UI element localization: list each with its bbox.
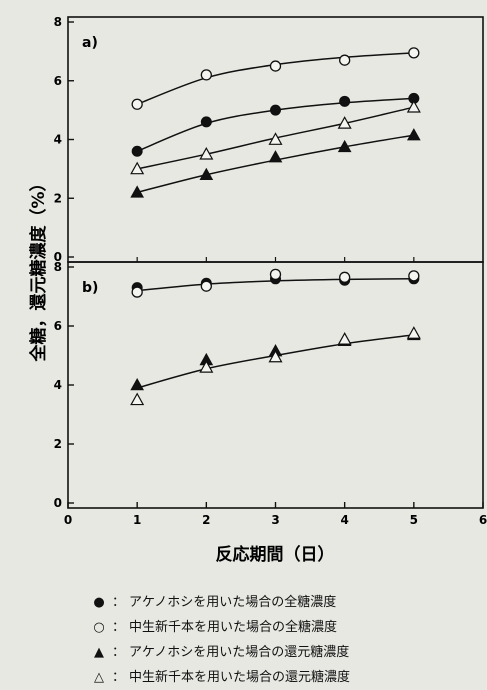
y-tick-label-4: 8 bbox=[54, 260, 62, 274]
x-axis-label: 反応期間（日） bbox=[216, 544, 335, 565]
marker-open-circle-1-4 bbox=[408, 270, 420, 282]
legend: ●：アケノホシを用いた場合の全糖濃度 ○：中生新千本を用いた場合の全糖濃度 ▲：アケ… bbox=[90, 590, 480, 690]
panel-a: 0 2 4 6 8 a) bbox=[54, 15, 484, 264]
marker-open-triangle-3-0 bbox=[130, 392, 145, 406]
legend-label: アケノホシを用いた場合の全糖濃度 bbox=[129, 595, 337, 610]
y-tick-label-3: 6 bbox=[54, 319, 62, 333]
legend-item: ▲ ：アケノホシを用いた場合の還元糖濃度 bbox=[90, 640, 480, 665]
y-tick-label-2: 4 bbox=[54, 378, 62, 392]
marker-open-triangle-3-4 bbox=[406, 99, 421, 113]
marker-filled-circle-0-3 bbox=[339, 95, 351, 107]
y-tick-label-0: 0 bbox=[54, 496, 62, 510]
legend-colon: ： bbox=[112, 645, 126, 660]
marker-filled-triangle-2-4 bbox=[406, 128, 421, 141]
legend-label: アケノホシを用いた場合の還元糖濃度 bbox=[129, 645, 350, 660]
marker-filled-circle-0-0 bbox=[131, 145, 143, 157]
marker-open-circle-1-0 bbox=[131, 98, 143, 110]
legend-colon: ： bbox=[112, 595, 126, 610]
x-tick-label-1: 1 bbox=[133, 513, 141, 527]
marker-filled-triangle-2-0 bbox=[130, 185, 145, 198]
y-tick-label-4: 8 bbox=[54, 15, 62, 29]
marker-open-triangle-3-2 bbox=[268, 132, 283, 145]
legend-symbol: ○ bbox=[93, 620, 105, 635]
legend-item: △ ：中生新千本を用いた場合の還元糖濃度 bbox=[90, 665, 480, 690]
marker-open-circle-1-2 bbox=[269, 60, 282, 72]
marker-filled-circle-0-2 bbox=[270, 104, 281, 116]
x-tick-label-3: 3 bbox=[271, 513, 279, 527]
panel-b: 0 2 4 6 8 0 1 2 3 4 5 6 b) bbox=[54, 260, 487, 527]
marker-open-circle-1-0 bbox=[131, 286, 143, 298]
marker-open-circle-1-2 bbox=[269, 268, 282, 281]
legend-label: 中生新千本を用いた場合の還元糖濃度 bbox=[129, 670, 351, 685]
legend-colon: ： bbox=[112, 670, 126, 685]
y-tick-label-1: 2 bbox=[54, 437, 62, 451]
x-tick-label-0: 0 bbox=[64, 513, 72, 527]
marker-open-circle-1-4 bbox=[408, 47, 420, 59]
marker-filled-triangle-2-0 bbox=[130, 377, 145, 391]
marker-open-circle-1-1 bbox=[200, 280, 212, 292]
y-tick-label-1: 2 bbox=[54, 191, 62, 205]
y-tick-label-3: 6 bbox=[54, 74, 62, 88]
legend-colon: ： bbox=[112, 620, 126, 635]
legend-symbol: ● bbox=[93, 595, 105, 610]
x-tick-label-4: 4 bbox=[340, 513, 348, 527]
marker-open-triangle-3-3 bbox=[337, 116, 352, 129]
legend-item: ● ：アケノホシを用いた場合の全糖濃度 bbox=[90, 590, 480, 615]
marker-open-triangle-3-3 bbox=[337, 332, 352, 345]
marker-open-triangle-3-0 bbox=[130, 161, 145, 175]
legend-symbol: ▲ bbox=[94, 645, 104, 660]
marker-open-triangle-3-2 bbox=[268, 349, 283, 363]
marker-open-triangle-3-1 bbox=[199, 360, 214, 373]
marker-open-circle-1-3 bbox=[339, 271, 351, 283]
plot-frame-b bbox=[67, 261, 484, 509]
x-tick-label-5: 5 bbox=[410, 513, 418, 527]
marker-open-triangle-3-1 bbox=[199, 146, 214, 160]
legend-symbol: △ bbox=[94, 670, 104, 685]
panel-label: a) bbox=[82, 35, 98, 51]
marker-filled-circle-0-1 bbox=[200, 116, 212, 128]
x-tick-label-2: 2 bbox=[202, 513, 210, 527]
legend-item: ○ ：中生新千本を用いた場合の全糖濃度 bbox=[90, 615, 480, 640]
legend-label: 中生新千本を用いた場合の全糖濃度 bbox=[129, 620, 338, 635]
marker-open-circle-1-3 bbox=[339, 54, 351, 66]
y-axis-label: 全糖，還元糖濃度（%） bbox=[28, 174, 49, 362]
marker-filled-triangle-2-3 bbox=[337, 139, 352, 153]
x-tick-label-6: 6 bbox=[479, 513, 487, 527]
marker-filled-triangle-2-2 bbox=[268, 150, 283, 163]
y-tick-label-0: 0 bbox=[54, 250, 62, 264]
marker-open-circle-1-1 bbox=[200, 69, 212, 81]
y-tick-label-2: 4 bbox=[54, 133, 62, 147]
marker-open-triangle-3-4 bbox=[406, 326, 421, 339]
marker-filled-triangle-2-1 bbox=[199, 167, 214, 181]
panel-label: b) bbox=[82, 280, 98, 296]
